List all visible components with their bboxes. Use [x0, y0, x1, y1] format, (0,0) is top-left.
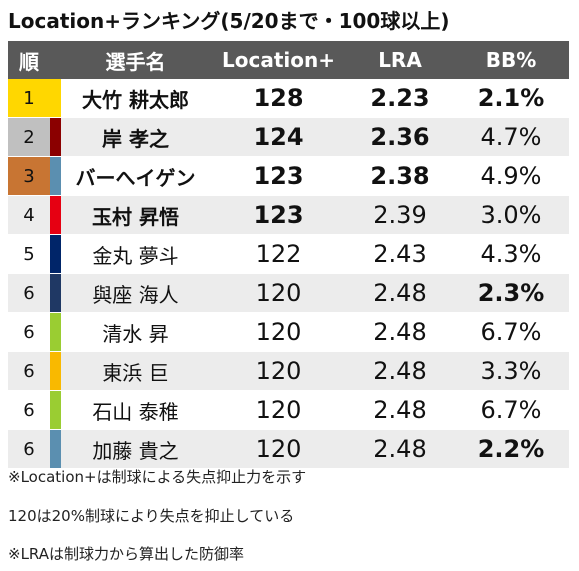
team-color-bar [50, 117, 61, 157]
lra-value: 2.23 [347, 79, 453, 118]
page-title: Location+ランキング(5/20まで・100球以上) [8, 9, 450, 33]
player-name: 岸 孝之 [61, 117, 210, 157]
location-plus-value: 124 [210, 117, 347, 157]
location-plus-value: 120 [210, 312, 347, 352]
player-name: 金丸 夢斗 [61, 234, 210, 274]
lra-value: 2.48 [347, 390, 453, 430]
bb-pct-value: 4.9% [453, 156, 569, 196]
note-location-plus: ※Location+は制球による失点抑止力を示す [8, 468, 307, 486]
player-name: 石山 泰稚 [61, 390, 210, 430]
lra-value: 2.48 [347, 351, 453, 391]
player-name: 清水 昇 [61, 312, 210, 352]
bb-pct-value: 2.2% [453, 429, 569, 469]
team-color-bar [50, 79, 61, 118]
location-plus-value: 123 [210, 195, 347, 235]
location-plus-value: 120 [210, 429, 347, 469]
team-color-bar [50, 273, 61, 313]
team-color-bar [50, 429, 61, 469]
bb-pct-value: 2.1% [453, 79, 569, 118]
team-color-bar [50, 351, 61, 391]
bb-pct-value: 3.3% [453, 351, 569, 391]
rank-cell: 3 [8, 156, 50, 196]
table-row: 6 與座 海人 120 2.48 2.3% [8, 273, 569, 313]
bb-pct-value: 3.0% [453, 195, 569, 235]
table-row: 2 岸 孝之 124 2.36 4.7% [8, 117, 569, 157]
rank-cell: 6 [8, 390, 50, 430]
rank-cell: 6 [8, 273, 50, 313]
team-color-bar [50, 312, 61, 352]
table-row: 6 加藤 貴之 120 2.48 2.2% [8, 429, 569, 469]
ranking-table: 順 選手名 Location+ LRA BB% 1 大竹 耕太郎 128 2.23 2.… [8, 41, 569, 469]
lra-value: 2.48 [347, 273, 453, 313]
bb-pct-value: 6.7% [453, 312, 569, 352]
note-lra: ※LRAは制球力から算出した防御率 [8, 545, 245, 563]
bb-pct-value: 2.3% [453, 273, 569, 313]
bb-pct-value: 4.7% [453, 117, 569, 157]
lra-value: 2.39 [347, 195, 453, 235]
location-plus-value: 120 [210, 273, 347, 313]
header-lra: LRA [347, 41, 453, 79]
lra-value: 2.38 [347, 156, 453, 196]
table-row: 4 玉村 昇悟 123 2.39 3.0% [8, 195, 569, 235]
player-name: 東浜 巨 [61, 351, 210, 391]
table-row: 6 清水 昇 120 2.48 6.7% [8, 312, 569, 352]
lra-value: 2.43 [347, 234, 453, 274]
team-color-bar [50, 390, 61, 430]
player-name: 加藤 貴之 [61, 429, 210, 469]
rank-cell: 6 [8, 312, 50, 352]
table-row: 6 石山 泰稚 120 2.48 6.7% [8, 390, 569, 430]
player-name: 大竹 耕太郎 [61, 79, 210, 118]
team-color-bar [50, 156, 61, 196]
lra-value: 2.48 [347, 312, 453, 352]
location-plus-value: 120 [210, 390, 347, 430]
player-name: 與座 海人 [61, 273, 210, 313]
team-color-bar [50, 195, 61, 235]
header-team-bar [50, 41, 61, 79]
location-plus-value: 123 [210, 156, 347, 196]
bb-pct-value: 4.3% [453, 234, 569, 274]
rank-cell: 6 [8, 429, 50, 469]
rank-cell: 6 [8, 351, 50, 391]
header-location-plus: Location+ [210, 41, 347, 79]
table-row: 5 金丸 夢斗 122 2.43 4.3% [8, 234, 569, 274]
rank-cell: 5 [8, 234, 50, 274]
lra-value: 2.48 [347, 429, 453, 469]
team-color-bar [50, 234, 61, 274]
header-name: 選手名 [61, 41, 210, 79]
player-name: 玉村 昇悟 [61, 195, 210, 235]
bb-pct-value: 6.7% [453, 390, 569, 430]
table-row: 1 大竹 耕太郎 128 2.23 2.1% [8, 79, 569, 118]
player-name: バーへイゲン [61, 156, 210, 196]
table-row: 6 東浜 巨 120 2.48 3.3% [8, 351, 569, 391]
table-header-row: 順 選手名 Location+ LRA BB% [8, 41, 569, 79]
rank-cell: 2 [8, 117, 50, 157]
lra-value: 2.36 [347, 117, 453, 157]
location-plus-value: 120 [210, 351, 347, 391]
rank-cell: 4 [8, 195, 50, 235]
location-plus-value: 122 [210, 234, 347, 274]
rank-cell: 1 [8, 79, 50, 118]
table-row: 3 バーへイゲン 123 2.38 4.9% [8, 156, 569, 196]
note-120-meaning: 120は20%制球により失点を抑止している [8, 507, 295, 525]
location-plus-value: 128 [210, 79, 347, 118]
header-bb-pct: BB% [453, 41, 569, 79]
header-rank: 順 [8, 41, 50, 79]
